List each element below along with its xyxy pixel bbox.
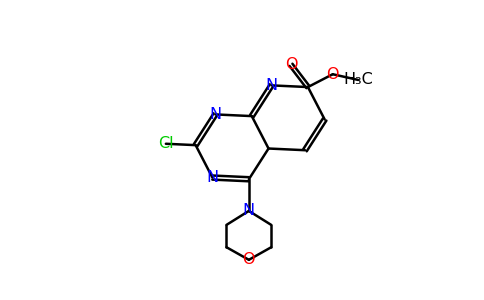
- Text: O: O: [242, 252, 255, 267]
- Text: N: N: [265, 78, 277, 93]
- Text: H₃C: H₃C: [343, 72, 373, 87]
- Text: N: N: [206, 170, 218, 185]
- Text: O: O: [285, 57, 297, 72]
- Text: O: O: [327, 67, 339, 82]
- Text: N: N: [209, 107, 221, 122]
- Text: Cl: Cl: [158, 136, 174, 151]
- Text: N: N: [243, 203, 255, 218]
